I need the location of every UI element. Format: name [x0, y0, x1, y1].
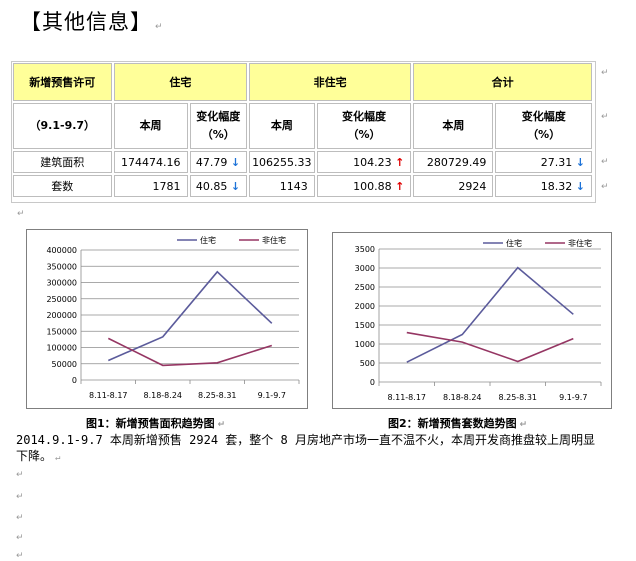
- this-week-header: 本周: [413, 103, 494, 149]
- paragraph-mark: ↵: [601, 182, 609, 192]
- x-tick-label: 8.25-8.31: [198, 391, 237, 400]
- header-cell-total: 合计: [413, 63, 592, 101]
- row-label: 建筑面积: [13, 151, 112, 173]
- y-tick-label: 400000: [46, 246, 77, 255]
- change-cell: 18.32 ↓: [495, 175, 592, 197]
- period-cell: （9.1-9.7）: [13, 103, 112, 149]
- y-tick-label: 1000: [355, 340, 375, 349]
- y-tick-label: 50000: [52, 360, 77, 369]
- paragraph-mark: ↵: [16, 492, 24, 502]
- change-header: 变化幅度 （%）: [189, 103, 248, 149]
- arrow-down-icon: ↓: [230, 179, 241, 193]
- change-cell: 27.31 ↓: [495, 151, 592, 173]
- arrow-down-icon: ↓: [230, 155, 241, 169]
- x-tick-label: 8.11-8.17: [89, 391, 128, 400]
- header-cell-permit: 新增预售许可: [13, 63, 112, 101]
- x-tick-label: 9.1-9.7: [258, 391, 286, 400]
- paragraph-mark: ↵: [16, 470, 24, 480]
- paragraph-mark: ↵: [16, 533, 24, 543]
- y-tick-label: 150000: [46, 327, 77, 336]
- paragraph-mark: ↵: [601, 157, 609, 167]
- area-chart-box: 0 50000 100000 150000 200000 250000 300000 3500…: [26, 229, 308, 409]
- y-tick-label: 300000: [46, 279, 77, 288]
- chart1-caption: 图1：新增预售面积趋势图 ↵: [86, 417, 226, 430]
- arrow-up-icon: ↑: [395, 155, 405, 169]
- row-label: 套数: [13, 175, 112, 197]
- x-tick-label: 8.11-8.17: [387, 393, 426, 402]
- y-tick-label: 1500: [355, 321, 375, 330]
- arrow-down-icon: ↓: [575, 179, 585, 193]
- value-cell: 174474.16: [113, 151, 188, 173]
- arrow-up-icon: ↑: [395, 179, 405, 193]
- y-tick-label: 200000: [46, 311, 77, 320]
- paragraph-mark: ↵: [16, 551, 24, 561]
- header-cell-nonresidential: 非住宅: [249, 63, 412, 101]
- change-header: 变化幅度 （%）: [316, 103, 412, 149]
- value-cell: 1781: [113, 175, 188, 197]
- body-paragraph: 2014.9.1-9.7 本周新增预售 2924 套，整个 8 月房地产市场一直…: [16, 433, 595, 463]
- header-cell-residential: 住宅: [113, 63, 248, 101]
- series-line-residential: [107, 270, 273, 362]
- x-tick-label: 8.18-8.24: [143, 391, 182, 400]
- y-tick-label: 2500: [355, 283, 375, 292]
- count-chart-box: 0 500 1000 1500 2000 2500 3000 3500 8.11-8.17 8.1…: [332, 232, 612, 409]
- table-row: 套数 1781 40.85 ↓ 1143 100.88 ↑ 2924 18.32…: [13, 175, 592, 197]
- y-tick-label: 0: [370, 378, 375, 387]
- x-tick-label: 8.25-8.31: [498, 393, 537, 402]
- arrow-down-icon: ↓: [575, 155, 585, 169]
- y-tick-label: 2000: [355, 302, 375, 311]
- y-tick-label: 500: [360, 359, 375, 368]
- series-line-residential: [406, 266, 574, 363]
- x-tick-label: 9.1-9.7: [559, 393, 587, 402]
- paragraph-mark: ↵: [601, 68, 609, 78]
- this-week-header: 本周: [113, 103, 188, 149]
- y-tick-label: 3500: [355, 245, 375, 254]
- x-tick-label: 8.18-8.24: [443, 393, 482, 402]
- y-tick-label: 350000: [46, 262, 77, 271]
- chart2-caption: 图2：新增预售套数趋势图 ↵: [388, 417, 528, 430]
- change-cell: 104.23 ↑: [316, 151, 412, 173]
- change-cell: 40.85 ↓: [189, 175, 248, 197]
- y-tick-label: 0: [72, 376, 77, 385]
- count-trend-chart: 0 500 1000 1500 2000 2500 3000 3500 8.11-8.17 8.1…: [355, 238, 602, 402]
- heading: 【其他信息】 ↵: [20, 10, 164, 34]
- change-cell: 100.88 ↑: [316, 175, 412, 197]
- paragraph-mark: ↵: [601, 112, 609, 122]
- legend-label: 住宅: [200, 235, 216, 245]
- value-cell: 280729.49: [413, 151, 494, 173]
- table-row: 建筑面积 174474.16 47.79 ↓ 106255.33 104.23 …: [13, 151, 592, 173]
- change-header: 变化幅度 （%）: [495, 103, 592, 149]
- y-tick-label: 100000: [46, 344, 77, 353]
- y-tick-label: 3000: [355, 264, 375, 273]
- series-line-nonresidential: [107, 337, 273, 367]
- series-line-nonresidential: [406, 331, 574, 363]
- value-cell: 106255.33: [249, 151, 315, 173]
- this-week-header: 本周: [249, 103, 315, 149]
- paragraph-mark: ↵: [16, 513, 24, 523]
- value-cell: 1143: [249, 175, 315, 197]
- legend-label: 住宅: [506, 238, 522, 248]
- legend-label: 非住宅: [568, 238, 592, 248]
- paragraph-mark: ↵: [155, 22, 164, 32]
- legend-label: 非住宅: [262, 235, 286, 245]
- change-cell: 47.79 ↓: [189, 151, 248, 173]
- area-trend-chart: 0 50000 100000 150000 200000 250000 300000 3500…: [46, 235, 300, 400]
- value-cell: 2924: [413, 175, 494, 197]
- paragraph-mark: ↵: [17, 209, 25, 219]
- presale-table: 新增预售许可 住宅 非住宅 合计 （9.1-9.7） 本周 变化幅度 （%） 本周…: [11, 61, 594, 199]
- y-tick-label: 250000: [46, 295, 77, 304]
